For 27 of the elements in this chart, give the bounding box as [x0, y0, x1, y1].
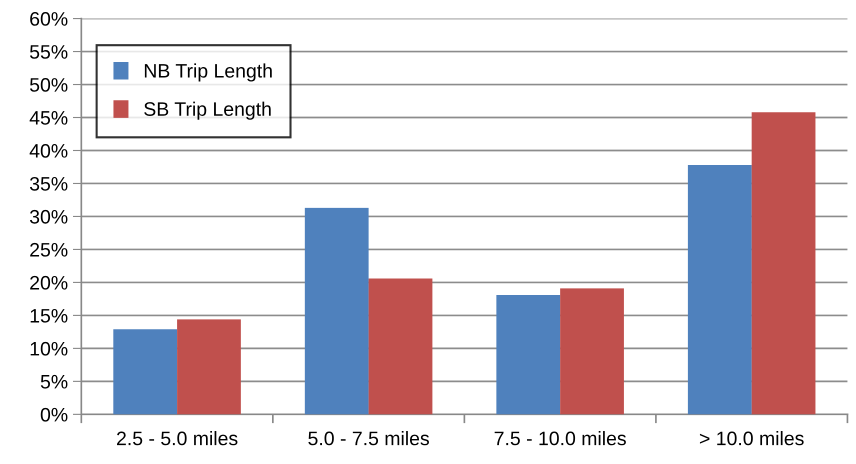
bar [368, 278, 432, 414]
legend-label: SB Trip Length [144, 102, 271, 120]
bar [752, 112, 816, 414]
bar [304, 208, 369, 414]
x-tick-label: 7.5 - 10.0 miles [494, 431, 626, 446]
bar [560, 288, 624, 414]
y-tick-label: 40% [30, 144, 68, 158]
x-tick-label: 5.0 - 7.5 miles [308, 431, 429, 446]
bar [177, 319, 241, 414]
bar [496, 294, 560, 414]
y-tick-label: 15% [30, 308, 68, 323]
y-tick-label: 25% [30, 242, 68, 257]
y-tick-label: 5% [40, 374, 68, 389]
y-tick-label: 20% [30, 276, 68, 290]
y-tick-label: 10% [30, 342, 68, 356]
y-tick-label: 45% [30, 111, 68, 125]
y-tick-label: 60% [30, 12, 68, 26]
bar [113, 329, 178, 414]
y-tick-label: 30% [30, 210, 68, 224]
bar [688, 165, 752, 414]
legend-label: NB Trip Length [144, 63, 272, 82]
x-tick-label: > 10.0 miles [700, 431, 804, 446]
x-tick-label: 2.5 - 5.0 miles [117, 431, 238, 446]
y-tick-label: 50% [30, 78, 68, 92]
y-tick-label: 55% [30, 45, 68, 59]
y-tick-label: 0% [40, 408, 68, 422]
y-tick-label: 35% [30, 176, 68, 191]
